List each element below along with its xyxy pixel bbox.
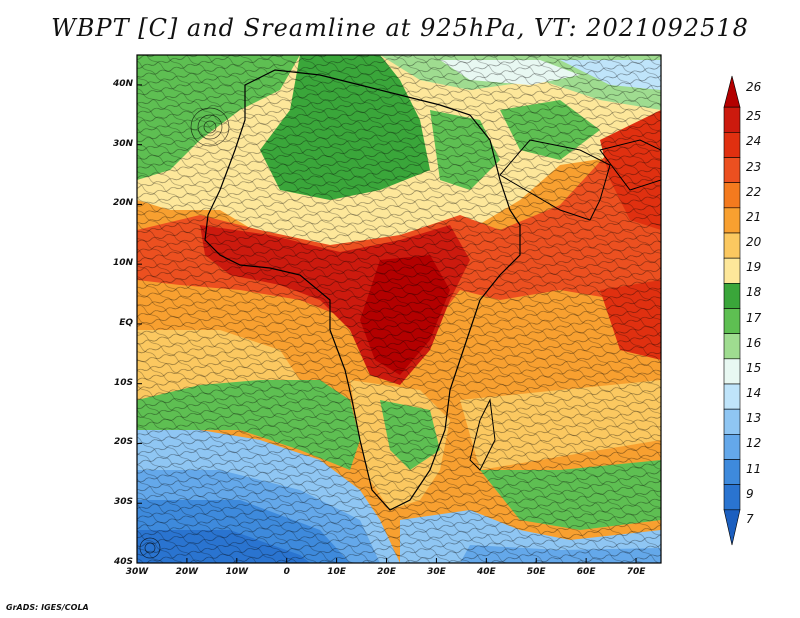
lon-label-70e: 70E <box>626 567 646 577</box>
credit-text: GrADS: IGES/COLA <box>6 603 89 612</box>
colorbar-swatch <box>723 459 741 485</box>
lat-label-eq: EQ <box>119 317 133 328</box>
colorbar-label: 13 <box>746 411 762 426</box>
colorbar-swatch <box>723 333 741 360</box>
colorbar-swatch <box>723 358 741 385</box>
colorbar-label: 20 <box>746 235 762 249</box>
colorbar <box>723 75 741 546</box>
lat-label-10n: 10N <box>112 258 133 269</box>
lat-label-20s: 20S <box>113 437 133 448</box>
colorbar-swatch <box>723 383 741 410</box>
colorbar-swatch <box>723 484 741 511</box>
lon-label-60e: 60E <box>576 567 596 577</box>
colorbar-swatch <box>723 283 741 309</box>
lon-label-10w: 10W <box>225 567 249 577</box>
colorbar-label: 19 <box>746 260 762 275</box>
colorbar-swatch <box>723 308 741 334</box>
colorbar-swatch <box>723 509 741 546</box>
colorbar-label: 15 <box>746 360 762 375</box>
colorbar-swatch <box>723 157 741 183</box>
lon-label-10e: 10E <box>327 567 346 577</box>
colorbar-label: 12 <box>746 436 762 451</box>
colorbar-label: 21 <box>746 209 762 224</box>
colorbar-label: 9 <box>746 486 754 501</box>
colorbar-label: 11 <box>746 461 762 476</box>
temperature-field <box>137 55 661 563</box>
colorbar-swatch <box>723 434 741 460</box>
map-frame <box>136 54 662 564</box>
colorbar-swatch <box>723 182 741 209</box>
lon-label-40e: 40E <box>476 567 496 577</box>
lon-label-50e: 50E <box>526 567 546 577</box>
colorbar-swatch <box>723 257 741 284</box>
colorbar-swatch <box>723 106 741 133</box>
lon-label-0: 0 <box>283 567 290 577</box>
colorbar-label: 14 <box>746 386 762 400</box>
colorbar-label: 23 <box>746 159 762 174</box>
lat-label-10s: 10S <box>113 377 133 388</box>
colorbar-swatch <box>723 132 741 158</box>
axis-ticks <box>136 84 637 564</box>
lat-label-40n: 40N <box>112 78 133 89</box>
lon-label-30e: 30E <box>427 567 446 577</box>
lat-label-30s: 30S <box>113 497 133 508</box>
lat-label-40s: 40S <box>113 557 133 567</box>
lon-label-20e: 20E <box>377 567 396 577</box>
colorbar-label: 17 <box>746 310 762 325</box>
lat-label-30n: 30N <box>112 138 133 149</box>
colorbar-label: 16 <box>746 335 762 350</box>
colorbar-label: 22 <box>746 184 762 199</box>
colorbar-swatch <box>723 207 741 234</box>
colorbar-label: 18 <box>746 285 762 300</box>
colorbar-label: 24 <box>746 134 762 149</box>
colorbar-label: 26 <box>746 80 762 94</box>
map-title: WBPT [C] and Sreamline at 925hPa, VT: 20… <box>51 14 749 42</box>
lat-label-20n: 20N <box>112 198 133 209</box>
colorbar-swatch <box>723 75 741 108</box>
lon-label-30w: 30W <box>125 567 149 577</box>
colorbar-label: 25 <box>746 109 762 124</box>
colorbar-swatch <box>723 232 741 259</box>
lon-label-20w: 20W <box>175 567 199 577</box>
colorbar-swatch <box>723 408 741 435</box>
colorbar-label: 7 <box>746 511 754 526</box>
